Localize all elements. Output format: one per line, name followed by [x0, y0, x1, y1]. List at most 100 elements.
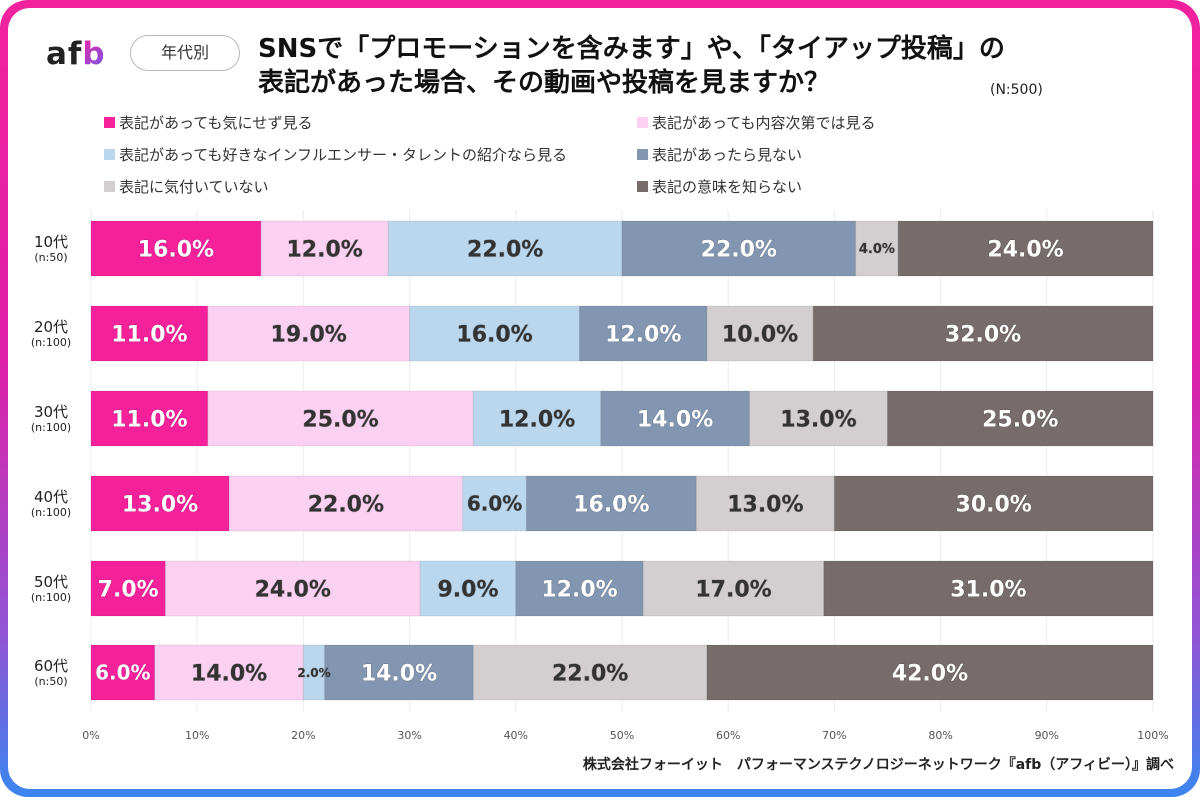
legend-label: 表記があっても気にせず見る [119, 114, 313, 132]
data-label: 25.0% [982, 407, 1058, 432]
x-tick-label: 60% [716, 729, 740, 742]
sample-count-label: (n:50) [34, 251, 68, 264]
data-label: 11.0% [111, 407, 187, 432]
data-label: 16.0% [456, 322, 532, 347]
sample-count-label: (n:100) [30, 421, 72, 434]
data-label: 6.0% [467, 492, 522, 516]
bar-segment [897, 220, 1154, 277]
age-group-label: 10代 [33, 233, 69, 251]
data-label: 25.0% [302, 407, 378, 432]
legend-swatch [104, 181, 115, 192]
age-group-label: 20代 [33, 318, 69, 336]
data-label: 7.0% [98, 577, 159, 602]
data-label: 14.0% [361, 661, 437, 686]
data-label: 12.0% [605, 322, 681, 347]
data-label: 14.0% [191, 661, 267, 686]
bar-segment [228, 475, 464, 532]
data-label: 13.0% [122, 492, 198, 517]
data-label: 22.0% [467, 237, 543, 262]
data-label: 22.0% [701, 237, 777, 262]
x-tick-label: 80% [928, 729, 952, 742]
x-tick-label: 0% [82, 729, 99, 742]
legend-swatch [637, 117, 648, 128]
legend-item: 表記があっても好きなインフルエンサー・タレントの紹介なら見る [104, 144, 567, 165]
bar-segment [472, 644, 708, 701]
bar-segment [887, 390, 1154, 447]
legend-label: 表記に気付いていない [119, 178, 269, 196]
bar-segment [90, 475, 230, 532]
x-axis-ticks: 0% 10% 20% 30% 40% 50% 60% 70% 80% 90% 100% [82, 729, 1168, 742]
legend-swatch [637, 149, 648, 160]
title-line-1: SNSで「プロモーションを含みます」や、「タイアップ投稿」の [258, 34, 1005, 64]
y-axis-label: 10代 (n:50) [22, 233, 80, 265]
data-label: 12.0% [286, 237, 362, 262]
legend-item: 表記に気付いていない [104, 176, 269, 197]
x-tick-label: 70% [822, 729, 846, 742]
data-label: 13.0% [780, 407, 856, 432]
data-label: 9.0% [438, 577, 499, 602]
bar-segment [324, 644, 474, 701]
legend-label: 表記があっても内容次第では見る [652, 114, 876, 132]
data-label: 14.0% [637, 407, 713, 432]
data-label: 19.0% [271, 322, 347, 347]
data-label: 11.0% [111, 322, 187, 347]
afb-logo: afb [46, 36, 106, 72]
age-group-label: 40代 [33, 488, 69, 506]
bar-segment [621, 220, 857, 277]
sample-count-label: (n:100) [30, 506, 72, 519]
x-tick-label: 20% [291, 729, 315, 742]
y-axis-label: 20代 (n:100) [22, 318, 80, 350]
sample-size: (N:500) [990, 82, 1043, 98]
data-labels: 16.0% 12.0% 22.0% 22.0% 4.0% 24.0% 11.0% 19.0% 1… [95, 237, 1065, 687]
data-label: 12.0% [541, 577, 617, 602]
bar-segment [748, 390, 888, 447]
bar-segment [706, 644, 1154, 701]
data-label: 16.0% [138, 237, 214, 262]
source-note: 株式会社フォーイット パフォーマンステクノロジーネットワーク『afb（アフィビー… [582, 757, 1174, 773]
data-label: 22.0% [552, 661, 628, 686]
bar-segment [823, 560, 1154, 617]
y-axis-label: 60代 (n:50) [22, 657, 80, 689]
data-label: 30.0% [956, 492, 1032, 517]
y-axis-label: 40代 (n:100) [22, 488, 80, 520]
title-line-2: 表記があった場合、その動画や投稿を見ますか？ [258, 68, 831, 98]
data-label: 24.0% [255, 577, 331, 602]
legend-item: 表記があっても内容次第では見る [637, 112, 876, 133]
bar-segment [812, 305, 1154, 362]
legend-label: 表記の意味を知らない [652, 178, 803, 196]
age-group-label: 50代 [33, 573, 69, 591]
bar-segment [90, 390, 209, 447]
bar-segment [387, 220, 623, 277]
y-axis-label: 30代 (n:100) [22, 403, 80, 435]
data-label: 10.0% [722, 322, 798, 347]
bar-segment [260, 220, 389, 277]
bar-segment [525, 475, 697, 532]
x-tick-label: 30% [397, 729, 421, 742]
x-tick-label: 40% [504, 729, 528, 742]
bar-segment [207, 390, 474, 447]
bar-segment [419, 560, 517, 617]
bar-segment [302, 644, 326, 701]
bar-segment [409, 305, 581, 362]
category-pill: 年代別 [130, 35, 240, 71]
data-label: 32.0% [945, 322, 1021, 347]
legend-item: 表記の意味を知らない [637, 176, 802, 197]
sample-count-label: (n:50) [34, 675, 68, 688]
x-tick-label: 100% [1137, 729, 1168, 742]
logo-text-af: af [46, 36, 83, 72]
legend-item: 表記があったら見ない [637, 144, 802, 165]
gridlines [90, 210, 1154, 712]
logo-text-b: b [82, 36, 106, 72]
sample-count-label: (n:100) [30, 336, 72, 349]
legend-label: 表記があっても好きなインフルエンサー・タレントの紹介なら見る [119, 146, 568, 164]
bar-segment [164, 560, 421, 617]
bar-segment [90, 220, 262, 277]
bar-segment [855, 220, 899, 277]
data-label: 24.0% [987, 237, 1063, 262]
data-label: 12.0% [499, 407, 575, 432]
data-label: 31.0% [950, 577, 1026, 602]
bar-segment [154, 644, 304, 701]
bars [90, 220, 1154, 701]
bar-segment [833, 475, 1154, 532]
age-group-label: 60代 [33, 657, 69, 675]
